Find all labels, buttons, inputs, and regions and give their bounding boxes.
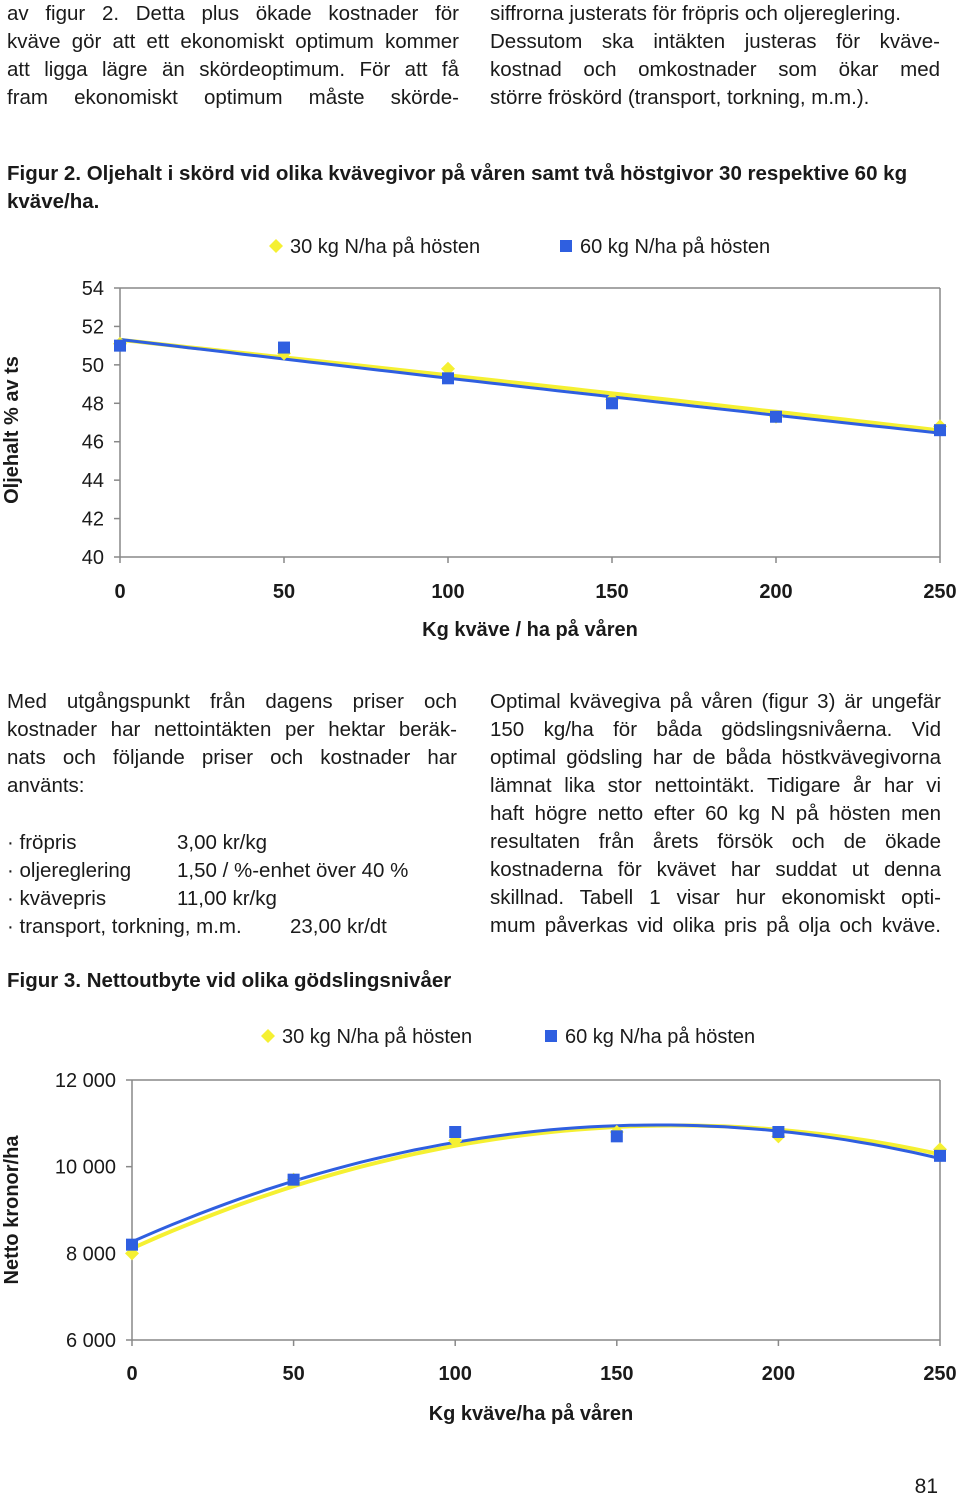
text-line: nats och följande priser och kostnader h… xyxy=(7,746,457,769)
trendline-blue xyxy=(131,1123,941,1244)
data-point-square xyxy=(114,339,126,352)
page-number: 81 xyxy=(914,1475,938,1498)
legend-label: 30 kg N/ha på hösten xyxy=(282,1026,472,1048)
y-tick-label: 44 xyxy=(82,470,104,492)
text-line: 150 kg/ha för båda gödslingsnivåerna. Vi… xyxy=(490,718,941,741)
text-line: Dessutom ska intäkten justeras för kväve… xyxy=(490,30,940,53)
text-line: skillnad. Tabell 1 visar hur ekonomiskt … xyxy=(490,886,941,909)
legend-label: 60 kg N/ha på hösten xyxy=(580,236,770,258)
top-right-paragraph: siffrorna justerats för fröpris och olje… xyxy=(490,0,940,112)
text-line: Med utgångspunkt från dagens priser och xyxy=(7,690,457,713)
price-item: · transport, torkning, m.m. 23,00 kr/dt xyxy=(7,913,467,941)
x-tick-label: 200 xyxy=(762,1363,795,1385)
text-line: siffrorna justerats för fröpris och olje… xyxy=(490,2,901,25)
y-tick-label: 46 xyxy=(82,432,104,454)
x-tick-label: 0 xyxy=(114,581,125,603)
data-point-square xyxy=(770,410,782,423)
text-line: mum påverkas vid olika pris på olja och … xyxy=(490,914,941,937)
x-tick-label: 50 xyxy=(282,1363,304,1385)
y-tick-label: 54 xyxy=(82,278,104,300)
x-tick-label: 100 xyxy=(431,581,464,603)
y-tick-label: 52 xyxy=(82,316,104,338)
data-point-square xyxy=(610,1130,623,1143)
legend-marker-square xyxy=(545,1030,557,1042)
data-point-square xyxy=(934,1149,946,1162)
trendline-blue xyxy=(119,338,941,435)
price-label: · fröpris xyxy=(7,831,77,854)
data-point-square xyxy=(772,1126,785,1138)
x-tick-label: 250 xyxy=(923,581,956,603)
data-point-square xyxy=(934,424,946,437)
middle-right-paragraph: Optimal kvävegiva på våren (figur 3) är … xyxy=(490,688,941,940)
figure-2-caption: Figur 2. Oljehalt i skörd vid olika kväv… xyxy=(7,162,908,213)
text-line: större fröskörd (transport, torkning, m.… xyxy=(490,86,870,109)
figure-3-caption: Figur 3. Nettoutbyte vid olika gödslings… xyxy=(7,969,452,992)
x-tick-label: 150 xyxy=(600,1363,633,1385)
text-line: att ligga lägre än skördeoptimum. För at… xyxy=(7,58,459,81)
y-axis-title: Oljehalt % av ts xyxy=(1,356,23,504)
price-value: 23,00 kr/dt xyxy=(290,915,387,938)
price-item: · fröpris 3,00 kr/kg xyxy=(7,829,467,857)
text-line: Optimal kvävegiva på våren (figur 3) är … xyxy=(490,690,941,713)
price-item: · oljereglering 1,50 / %-enhet över 40 % xyxy=(7,857,467,885)
price-item: · kvävepris 11,00 kr/kg xyxy=(7,885,467,913)
data-point-square xyxy=(442,372,454,385)
top-left-paragraph: av figur 2. Detta plus ökade kostnader f… xyxy=(7,0,459,112)
price-list: · fröpris 3,00 kr/kg · oljereglering 1,5… xyxy=(7,829,467,941)
data-point-square xyxy=(126,1238,138,1251)
legend-marker-square xyxy=(560,240,572,252)
price-value: 11,00 kr/kg xyxy=(177,887,277,910)
y-tick-label: 50 xyxy=(82,355,104,377)
text-line: kostnaderna för kvävet har suddat ut den… xyxy=(490,858,941,881)
y-tick-label: 12 000 xyxy=(55,1070,116,1092)
middle-left-paragraph: Med utgångspunkt från dagens priser och … xyxy=(7,688,457,800)
price-label: · transport, torkning, m.m. xyxy=(7,915,242,938)
price-label: · kvävepris xyxy=(7,887,107,910)
x-tick-label: 0 xyxy=(126,1363,137,1385)
text-line: kostnad och omkostnader som ökar med xyxy=(490,58,940,81)
y-tick-label: 6 000 xyxy=(66,1330,116,1352)
text-line: optimal gödsling har de båda höstkvävegi… xyxy=(490,746,941,769)
y-tick-label: 48 xyxy=(82,393,104,415)
x-tick-label: 50 xyxy=(273,581,295,603)
x-axis-title: Kg kväve/ha på våren xyxy=(429,1402,634,1425)
data-point-square xyxy=(287,1173,300,1186)
text-line: använts: xyxy=(7,774,85,797)
figure-3-chart: 12 000 10 000 8 000 6 000 0 50 100 150 200 250 Kg … xyxy=(0,1010,960,1440)
x-tick-label: 100 xyxy=(439,1363,472,1385)
text-line: lämnat lika stor nettointäkt. Tidigare å… xyxy=(490,774,941,797)
text-line: kväve gör att ett ekonomiskt optimum kom… xyxy=(7,30,459,53)
data-point-square xyxy=(606,397,618,410)
oil-content-chart: 54 52 50 48 46 44 42 40 0 50 100 150 200 250 Kg kväve … xyxy=(1,236,957,641)
y-tick-label: 42 xyxy=(82,509,104,531)
y-tick-label: 40 xyxy=(82,547,104,569)
price-value: 1,50 / %-enhet över 40 % xyxy=(177,859,409,882)
legend-label: 60 kg N/ha på hösten xyxy=(565,1026,755,1048)
data-point-diamond xyxy=(933,1142,947,1157)
x-tick-label: 250 xyxy=(923,1363,956,1385)
figure-2-chart: 54 52 50 48 46 44 42 40 0 50 100 150 200 250 Kg kväve … xyxy=(0,220,960,650)
legend-label: 30 kg N/ha på hösten xyxy=(290,236,480,258)
data-point-square xyxy=(278,341,290,354)
y-axis-title: Netto kronor/ha xyxy=(1,1135,23,1285)
legend-marker-diamond xyxy=(269,239,283,253)
data-point-square xyxy=(449,1126,462,1138)
legend-marker-diamond xyxy=(261,1029,275,1043)
y-tick-label: 10 000 xyxy=(55,1157,116,1179)
text-line: resultaten från årets försök och de ökad… xyxy=(490,830,941,853)
price-label: · oljereglering xyxy=(7,859,132,882)
text-line: kostnader har nettointäkten per hektar b… xyxy=(7,718,457,741)
data-point-diamond xyxy=(448,1133,463,1148)
text-line: fram ekonomiskt optimum måste skörde- xyxy=(7,86,459,109)
x-tick-label: 200 xyxy=(759,581,792,603)
data-point-diamond xyxy=(441,361,455,376)
y-tick-label: 8 000 xyxy=(66,1243,116,1265)
net-yield-chart: 12 000 10 000 8 000 6 000 0 50 100 150 200 250 Kg … xyxy=(1,1026,957,1425)
x-axis-title: Kg kväve / ha på våren xyxy=(422,618,638,641)
price-value: 3,00 kr/kg xyxy=(177,831,268,854)
text-line: av figur 2. Detta plus ökade kostnader f… xyxy=(7,2,459,25)
text-line: haft högre netto efter 60 kg N på hösten… xyxy=(490,802,941,825)
x-tick-label: 150 xyxy=(595,581,628,603)
trendline-yellow xyxy=(131,1123,941,1251)
